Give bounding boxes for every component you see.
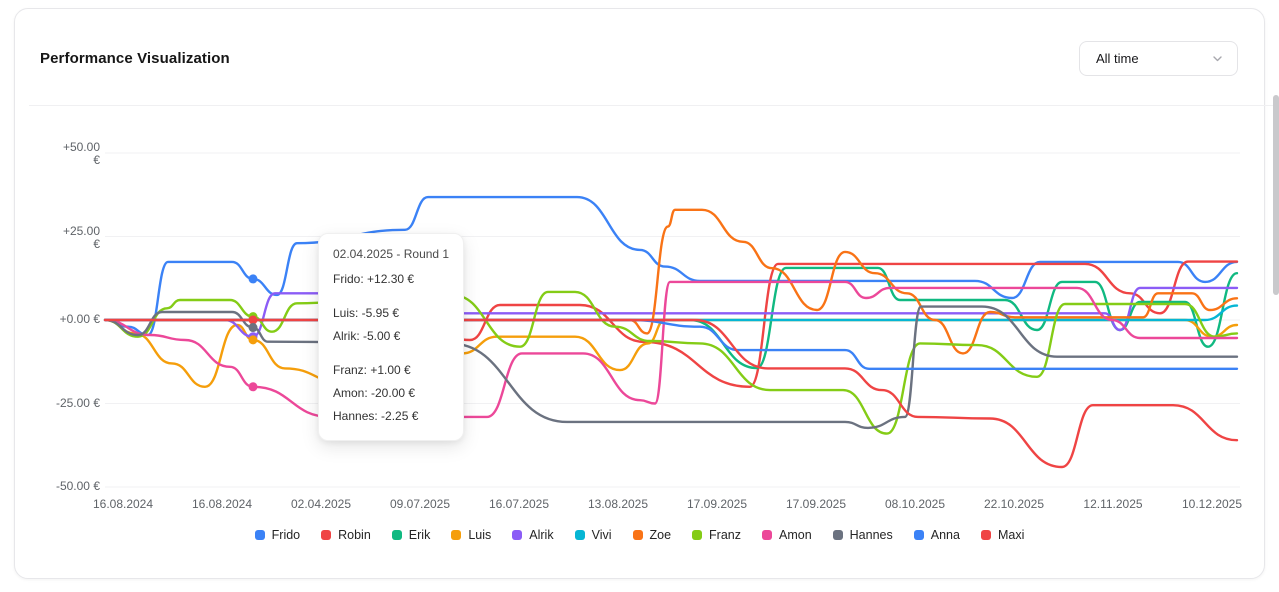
performance-card: [14, 8, 1265, 579]
chart-legend: Frido Robin Erik Luis Alrik Vivi Zoe Franz Amon H…: [14, 528, 1265, 542]
legend-swatch-icon: [321, 530, 332, 540]
legend-swatch-icon: [632, 530, 643, 540]
legend-swatch-icon: [512, 530, 523, 540]
hover-marker-robin: [248, 315, 258, 325]
series-line-maxi[interactable]: [103, 318, 1239, 469]
x-axis-label: 17.09.2025: [686, 497, 748, 511]
legend-label: Hannes: [849, 528, 893, 542]
card-header: Performance Visualization: [14, 8, 1278, 106]
x-axis-label: 02.04.2025: [290, 497, 352, 511]
legend-swatch-icon: [832, 530, 843, 540]
series-line-franz[interactable]: [103, 290, 1239, 435]
legend-item-robin[interactable]: Robin: [321, 528, 371, 542]
x-axis-label: 13.08.2025: [587, 497, 649, 511]
tooltip-row: Luis: -5.95 €: [333, 306, 400, 320]
legend-swatch-icon: [913, 530, 924, 540]
legend-item-amon[interactable]: Amon: [762, 528, 812, 542]
hover-marker-luis: [248, 335, 258, 345]
x-axis-label: 08.10.2025: [884, 497, 946, 511]
header-divider: [29, 105, 1278, 106]
x-axis-label: 22.10.2025: [983, 497, 1045, 511]
series-line-erik[interactable]: [103, 266, 1239, 370]
legend-item-frido[interactable]: Frido: [254, 528, 301, 542]
legend-item-alrik[interactable]: Alrik: [512, 528, 554, 542]
legend-item-zoe[interactable]: Zoe: [632, 528, 672, 542]
y-axis-label: -25.00 €: [55, 395, 100, 410]
hover-marker-hannes: [248, 323, 258, 333]
legend-label: Maxi: [997, 528, 1025, 542]
legend-label: Vivi: [591, 528, 612, 542]
hover-marker-amon: [248, 382, 258, 392]
series-line-hannes[interactable]: [103, 305, 1239, 430]
chevron-down-icon: [1211, 52, 1224, 65]
y-axis-label: -50.00 €: [55, 479, 100, 493]
legend-label: Robin: [338, 528, 371, 542]
legend-swatch-icon: [574, 530, 585, 540]
legend-item-erik[interactable]: Erik: [391, 528, 431, 542]
x-axis-label: 16.07.2025: [488, 497, 550, 511]
legend-label: Anna: [930, 528, 960, 542]
x-axis-label: 12.11.2025: [1083, 497, 1143, 511]
legend-item-hannes[interactable]: Hannes: [832, 528, 893, 542]
time-range-value: All time: [1096, 51, 1139, 66]
tooltip-row: Alrik: -5.00 €: [333, 329, 401, 343]
tooltip-row-spacer: [333, 291, 449, 302]
hover-marker-frido: [248, 274, 258, 284]
y-axis-label: +25.00 €: [62, 223, 100, 251]
chart-tooltip: 02.04.2025 - Round 1 Frido: +12.30 € Luis…: [318, 233, 465, 441]
time-range-dropdown[interactable]: All time: [1079, 41, 1238, 76]
x-axis-label: 10.12.2025: [1181, 497, 1243, 511]
legend-swatch-icon: [762, 530, 772, 540]
legend-item-maxi[interactable]: Maxi: [980, 528, 1025, 542]
x-axis-label: 16.08.2024: [191, 497, 253, 511]
tooltip-row-spacer: [333, 348, 449, 359]
series-line-amon[interactable]: [103, 280, 1239, 419]
tooltip-row: Amon: -20.00 €: [333, 386, 416, 400]
tooltip-row: Frido: +12.30 €: [333, 272, 415, 286]
scrollbar-thumb[interactable]: [1273, 95, 1279, 295]
x-axis-label: 09.07.2025: [389, 497, 451, 511]
legend-swatch-icon: [254, 530, 265, 540]
page-title: Performance Visualization: [40, 50, 230, 67]
legend-label: Amon: [779, 528, 812, 542]
legend-label: Luis: [468, 528, 492, 542]
legend-item-vivi[interactable]: Vivi: [574, 528, 612, 542]
legend-swatch-icon: [980, 530, 991, 540]
legend-swatch-icon: [391, 530, 402, 540]
y-axis-label: +0.00 €: [59, 312, 100, 326]
legend-item-luis[interactable]: Luis: [451, 528, 491, 542]
legend-label: Zoe: [649, 528, 672, 542]
y-axis-label: +50.00 €: [62, 140, 100, 167]
tooltip-title: 02.04.2025 - Round 1: [333, 247, 450, 261]
legend-label: Alrik: [529, 528, 554, 542]
series-line-zoe[interactable]: [103, 208, 1239, 355]
legend-label: Frido: [271, 528, 301, 542]
tooltip-row: Hannes: -2.25 €: [333, 409, 419, 423]
legend-label: Franz: [709, 528, 741, 542]
tooltip-row: Franz: +1.00 €: [333, 363, 411, 377]
legend-item-anna[interactable]: Anna: [913, 528, 960, 542]
legend-label: Erik: [408, 528, 431, 542]
legend-item-franz[interactable]: Franz: [692, 528, 741, 542]
legend-swatch-icon: [451, 530, 462, 540]
x-axis-label: 17.09.2025: [785, 497, 847, 511]
legend-swatch-icon: [692, 530, 703, 540]
x-axis-label: 16.08.2024: [92, 497, 154, 511]
